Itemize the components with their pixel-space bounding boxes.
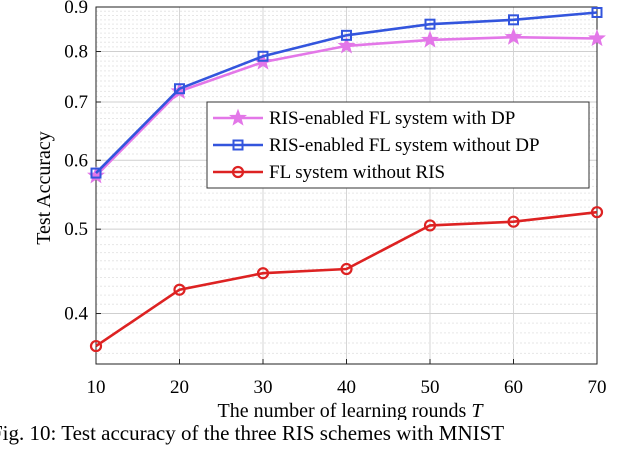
x-axis-label: The number of learning rounds T bbox=[218, 400, 485, 420]
data-point bbox=[256, 267, 270, 280]
data-point bbox=[87, 166, 105, 184]
data-point bbox=[340, 262, 353, 276]
data-point bbox=[508, 14, 519, 26]
figure-caption: Fig. 10: Test accuracy of the three RIS … bbox=[0, 421, 505, 445]
data-point bbox=[337, 36, 356, 54]
x-axis-label-text: The number of learning rounds bbox=[218, 400, 467, 420]
series-line bbox=[95, 11, 598, 175]
data-point bbox=[504, 27, 523, 45]
legend-marker bbox=[232, 139, 244, 151]
y-tick-label: 0.7 bbox=[64, 92, 88, 113]
data-point bbox=[507, 215, 520, 228]
legend-marker bbox=[231, 165, 245, 179]
x-tick-label: 70 bbox=[588, 377, 607, 398]
data-point bbox=[421, 30, 439, 48]
data-point bbox=[341, 29, 352, 41]
series-square bbox=[90, 6, 603, 179]
x-tick-label: 20 bbox=[170, 377, 189, 398]
legend-item: FL system without RIS bbox=[213, 162, 445, 183]
x-tick-label: 50 bbox=[421, 377, 440, 398]
data-point bbox=[170, 81, 189, 99]
series-group bbox=[87, 6, 606, 353]
y-axis-label: Test Accuracy bbox=[33, 131, 55, 245]
y-tick-label: 0.9 bbox=[64, 0, 88, 18]
y-tick-label: 0.8 bbox=[64, 42, 88, 63]
legend-label: RIS-enabled FL system without DP bbox=[269, 135, 540, 156]
data-point bbox=[424, 18, 436, 30]
legend-item: RIS-enabled FL system with DP bbox=[213, 108, 515, 129]
data-point bbox=[257, 50, 269, 62]
y-tick-label: 0.5 bbox=[64, 219, 88, 240]
legend-marker bbox=[229, 108, 247, 126]
axes: 10 20 30 40 50 60 70 0.4 0.5 0.6 0.7 0.8 0.9 bbox=[64, 0, 606, 398]
data-point bbox=[89, 339, 103, 353]
x-tick-label: 40 bbox=[337, 377, 356, 398]
x-tick-label: 60 bbox=[504, 377, 523, 398]
data-point bbox=[90, 167, 102, 179]
legend-item: RIS-enabled FL system without DP bbox=[213, 135, 540, 156]
x-tick-label: 10 bbox=[87, 377, 106, 398]
data-point bbox=[591, 6, 603, 18]
series-star bbox=[87, 27, 606, 184]
legend-box bbox=[206, 101, 590, 189]
data-point bbox=[588, 29, 606, 47]
legend-label: RIS-enabled FL system with DP bbox=[269, 108, 515, 129]
data-point bbox=[174, 83, 185, 95]
legend: RIS-enabled FL system with DP RIS-enabled… bbox=[206, 101, 590, 189]
x-tick-label: 30 bbox=[254, 377, 273, 398]
data-point bbox=[173, 283, 186, 296]
x-axis-variable: T bbox=[471, 400, 484, 420]
y-tick-label: 0.6 bbox=[64, 150, 88, 171]
legend-label: FL system without RIS bbox=[269, 162, 445, 183]
data-point bbox=[423, 219, 437, 232]
accuracy-chart: 10 20 30 40 50 60 70 0.4 0.5 0.6 0.7 0.8 0.9 RIS-ena… bbox=[33, 0, 607, 420]
y-tick-label: 0.4 bbox=[64, 304, 88, 325]
series-line bbox=[95, 210, 598, 348]
series-circle bbox=[89, 206, 604, 353]
data-point bbox=[590, 206, 604, 219]
